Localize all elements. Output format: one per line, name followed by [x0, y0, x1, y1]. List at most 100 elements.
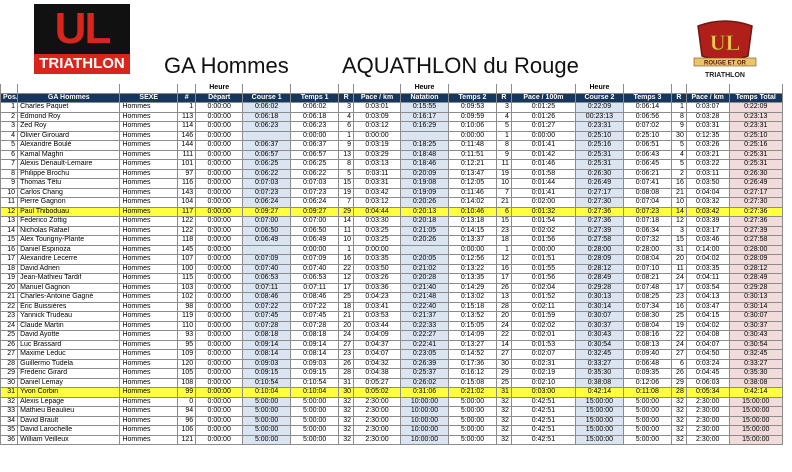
table-row[interactable]: 1 Charles Paquet Hommes 1 0:00:00 0:06:02 0:06…	[0, 102, 784, 113]
cell-course2: 0:28:00	[574, 244, 624, 255]
cell-total: 0:38:08	[728, 377, 784, 388]
table-row[interactable]: 8 Philippe Brochu Hommes 97 0:00:00 0:06:22 0:…	[0, 168, 784, 179]
table-row[interactable]: 26 Luc Brassard Hommes 95 0:00:00 0:09:14 0:09…	[0, 339, 784, 350]
column-header-rank2[interactable]: R	[496, 92, 512, 103]
table-row[interactable]: 3 Zed Roy Hommes 114 0:00:00 0:06:23 0:06:23 6 0…	[0, 121, 784, 132]
cell-rank2: 32	[496, 396, 512, 407]
column-header-course1[interactable]: Course 1	[242, 92, 292, 103]
column-header-pace1[interactable]: Pace / km	[353, 92, 401, 103]
column-header-rank1[interactable]: R	[338, 92, 355, 103]
cell-temps2: 5:00:00	[448, 434, 497, 445]
cell-pace2: 0:00:00	[510, 244, 576, 255]
table-row[interactable]: 17 Alexandre Lecerre Hommes 107 0:00:00 0:07:…	[0, 254, 784, 265]
table-row[interactable]: 21 Charles-Antoine Gagné Hommes 102 0:00:00 0…	[0, 292, 784, 303]
cell-sexe: Hommes	[119, 111, 179, 122]
cell-pace3: 0:04:07	[685, 339, 730, 350]
column-header-total[interactable]: Temps Total	[728, 92, 784, 103]
table-row[interactable]: 29 Frederic Girard Hommes 105 0:00:00 0:09:15…	[0, 368, 784, 379]
cell-pace3: 0:12:35	[685, 130, 730, 141]
table-row[interactable]: 5 Alexandre Boulé Hommes 144 0:00:00 0:06:37 0…	[0, 140, 784, 151]
table-row[interactable]: 13 Federico Zottig Hommes 122 0:00:00 0:07:00…	[0, 216, 784, 227]
cell-name: Mathieu Beaulieu	[17, 406, 121, 417]
table-row[interactable]: 15 Alex Tourigny-Plante Hommes 118 0:00:00 0:…	[0, 235, 784, 246]
table-row[interactable]: 6 Kamal Maghri Hommes 111 0:00:00 0:06:57 0:06…	[0, 149, 784, 160]
column-header-pos[interactable]: Pos.	[0, 92, 19, 103]
table-row[interactable]: 14 Nicholas Rafael Hommes 122 0:00:00 0:06:50…	[0, 225, 784, 236]
table-row[interactable]: 7 Alexis Denault-Lemaire Hommes 101 0:00:00 0…	[0, 159, 784, 170]
table-row[interactable]: 18 David Adrien Hommes 100 0:00:00 0:07:40 0:0…	[0, 263, 784, 274]
cell-pace2: 0:01:51	[510, 254, 576, 265]
column-header-pace2[interactable]: Pace / 100m	[510, 92, 576, 103]
cell-pace3: 0:03:47	[685, 301, 730, 312]
cell-course2: 0:27:58	[574, 235, 624, 246]
table-row[interactable]: 10 Carlos Chang Hommes 143 0:00:00 0:07:23 0:0…	[0, 187, 784, 198]
table-row[interactable]: 9 Thomas Têtu Hommes 116 0:00:00 0:07:03 0:07:…	[0, 178, 784, 189]
cell-temps3: 0:09:35	[622, 368, 672, 379]
cell-temps2: 0:11:51	[448, 149, 497, 160]
column-header-natation[interactable]: Natation	[400, 92, 449, 103]
table-row[interactable]: 2 Edmond Roy Hommes 113 0:00:00 0:06:18 0:06:1…	[0, 111, 784, 122]
cell-natation: 0:16:17	[400, 111, 449, 122]
cell-rank3: 4	[670, 149, 687, 160]
table-row[interactable]: 20 Manuel Gagnon Hommes 103 0:00:00 0:07:11 0:…	[0, 282, 784, 293]
table-row[interactable]: 24 Claude Martin Hommes 110 0:00:00 0:07:28 0:…	[0, 320, 784, 331]
cell-name: William Veilleux	[17, 434, 121, 445]
column-header-temps2[interactable]: Temps 2	[448, 92, 497, 103]
cell-temps1: 0:07:11	[290, 282, 340, 293]
table-row[interactable]: 19 Jean-Mathieu Tardif Hommes 115 0:00:00 0:0…	[0, 273, 784, 284]
cell-bib: 94	[177, 406, 197, 417]
cell-course1: 0:08:18	[242, 330, 292, 341]
cell-name: Edmond Roy	[17, 111, 121, 122]
table-row[interactable]: 23 Yannick Trudeau Hommes 119 0:00:00 0:07:45…	[0, 311, 784, 322]
cell-course1: 0:09:14	[242, 339, 292, 350]
table-row[interactable]: 30 Daniel Lemay Hommes 108 0:00:00 0:10:54 0:1…	[0, 377, 784, 388]
column-header-rank3[interactable]: R	[670, 92, 687, 103]
cell-rank1: 27	[338, 339, 355, 350]
cell-temps3: 0:07:48	[622, 282, 672, 293]
column-header-temps1[interactable]: Temps 1	[290, 92, 340, 103]
cell-course1: 5:00:00	[242, 415, 292, 426]
column-header-depart[interactable]: Départ	[195, 92, 244, 103]
table-row[interactable]: 32 Alexis Lepage Hommes 0 0:00:00 5:00:00 5:00…	[0, 396, 784, 407]
table-row[interactable]: 28 Guillermo Tudela Hommes 120 0:00:00 0:09:0…	[0, 358, 784, 369]
header-top-name	[17, 84, 121, 93]
table-row[interactable]: 12 Paul Thiboduau Hommes 117 0:00:00 0:09:27 0…	[0, 206, 784, 217]
cell-pace3: 0:04:11	[685, 273, 730, 284]
column-header-name[interactable]: GA Hommes	[17, 92, 121, 103]
column-header-sexe[interactable]: SEXE	[119, 92, 179, 103]
cell-bib: 119	[177, 311, 197, 322]
cell-total: 0:28:49	[728, 273, 784, 284]
cell-pace2: 0:02:04	[510, 282, 576, 293]
cell-rank2: 15	[496, 216, 512, 227]
table-row[interactable]: 27 Maxime Leduc Hommes 109 0:00:00 0:08:14 0:0…	[0, 349, 784, 360]
cell-course2: 0:27:17	[574, 187, 624, 198]
cell-depart: 0:00:00	[195, 178, 244, 189]
cell-pace1: 0:03:30	[353, 216, 401, 227]
cell-pace3: 0:04:02	[685, 254, 730, 265]
column-header-pace3[interactable]: Pace / km	[685, 92, 730, 103]
column-header-bib[interactable]: #	[177, 92, 197, 103]
cell-pace1: 2:30:00	[353, 425, 401, 436]
cell-course2: 0:38:08	[574, 377, 624, 388]
cell-bib: 113	[177, 111, 197, 122]
column-header-course2[interactable]: Course 2	[574, 92, 624, 103]
cell-pos: 2	[0, 111, 19, 122]
cell-rank3: 10	[670, 197, 687, 208]
cell-pos: 23	[0, 311, 19, 322]
table-row[interactable]: 11 Pierre Gagnon Hommes 104 0:00:00 0:06:24 0:…	[0, 197, 784, 208]
cell-temps1: 0:06:53	[290, 273, 340, 284]
cell-pace3: 0:04:04	[685, 187, 730, 198]
table-row[interactable]: 25 David Ayotte Hommes 93 0:00:00 0:08:18 0:08…	[0, 330, 784, 341]
table-row[interactable]: 34 David Brault Hommes 96 0:00:00 5:00:00 5:00…	[0, 415, 784, 426]
table-row[interactable]: 31 Yvon Corbin Hommes 99 0:00:00 0:10:04 0:10:…	[0, 387, 784, 398]
column-header-temps3[interactable]: Temps 3	[622, 92, 672, 103]
table-row[interactable]: 22 Éric Buissières Hommes 98 0:00:00 0:07:22 0…	[0, 301, 784, 312]
cell-pos: 14	[0, 225, 19, 236]
cell-course2: 0:35:30	[574, 368, 624, 379]
cell-sexe: Hommes	[119, 349, 179, 360]
table-row[interactable]: 4 Olivier Girouard Hommes 146 0:00:00 0:00:00…	[0, 130, 784, 141]
table-row[interactable]: 33 Mathieu Beaulieu Hommes 94 0:00:00 5:00:00…	[0, 406, 784, 417]
table-row[interactable]: 16 Daniel Espinoza Hommes 145 0:00:00 0:00:00…	[0, 244, 784, 255]
table-row[interactable]: 36 William Veilleux Hommes 121 0:00:00 5:00:0…	[0, 434, 784, 445]
table-row[interactable]: 35 David Larochelle Hommes 106 0:00:00 5:00:0…	[0, 425, 784, 436]
